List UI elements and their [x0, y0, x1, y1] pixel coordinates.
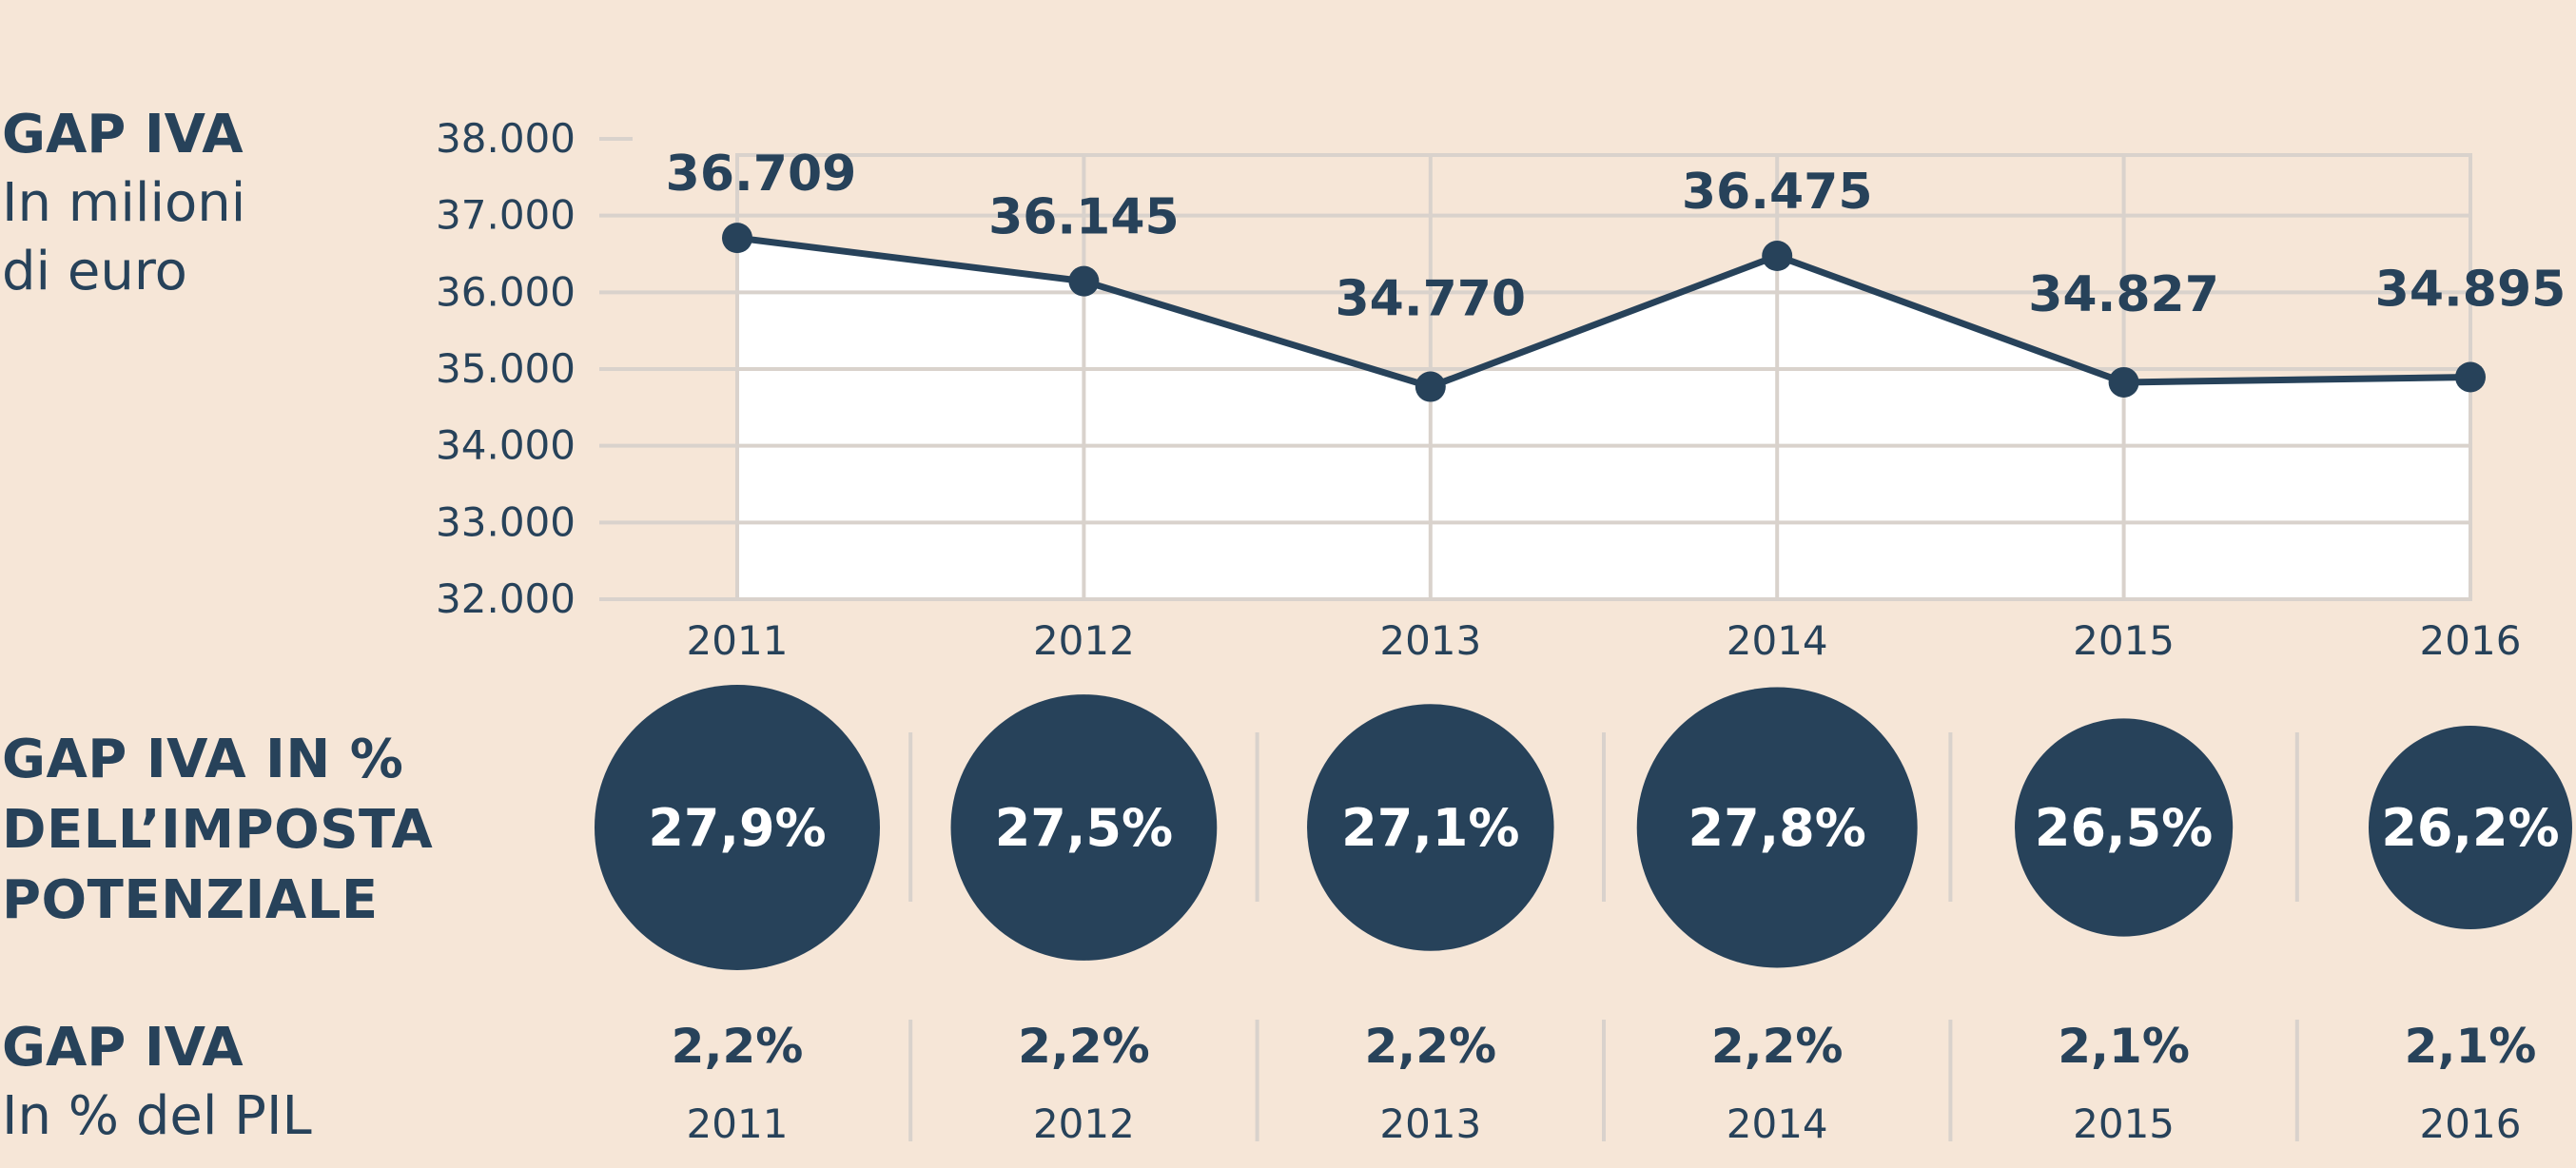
- y-tick-label: 32.000: [436, 575, 576, 622]
- area-fill: [737, 238, 2470, 599]
- data-point: [2455, 361, 2486, 393]
- pil-value: 2,2%: [672, 1019, 804, 1074]
- bubble: [595, 685, 880, 970]
- pil-year-label: 2015: [2073, 1100, 2175, 1147]
- pil-title-block: GAP IVA In % del PIL: [2, 1014, 312, 1151]
- x-tick-label: 2016: [2420, 617, 2522, 664]
- x-tick-label: 2014: [1727, 617, 1828, 664]
- bubble-label: 26,5%: [2035, 798, 2213, 858]
- pct-title-line-2: DELL’IMPOSTA: [2, 799, 434, 861]
- data-point: [722, 223, 752, 254]
- y-tick-label: 36.000: [436, 268, 576, 315]
- data-point: [1068, 265, 1100, 297]
- pct-title-block: GAP IVA IN % DELL’IMPOSTA POTENZIALE: [2, 725, 433, 936]
- pil-year-label: 2011: [687, 1100, 789, 1147]
- y-tick-label: 33.000: [436, 498, 576, 545]
- data-label: 36.709: [666, 146, 857, 203]
- bubble: [2015, 718, 2234, 937]
- pct-title-line-1: GAP IVA IN %: [2, 729, 404, 790]
- line-chart: 38.000 37.000 36.000 35.000 34.000 33.000 32.0…: [436, 115, 2566, 664]
- bubble-label: 26,2%: [2381, 798, 2559, 858]
- chart-title: GAP IVA: [2, 104, 244, 165]
- pil-row: 2,2% 2011 2,2% 2012 2,2% 2013 2,2% 2014 2,1% 2015…: [672, 1019, 2537, 1147]
- bubble: [2369, 726, 2572, 929]
- bubble: [1636, 687, 1918, 968]
- y-tick-label: 37.000: [436, 192, 576, 239]
- x-tick-label: 2011: [687, 617, 789, 664]
- chart-subtitle-line-1: In milioni: [2, 172, 246, 234]
- pil-title: GAP IVA: [2, 1017, 244, 1079]
- bubble-label: 27,8%: [1688, 798, 1866, 858]
- chart-title-block: GAP IVA In milioni di euro: [2, 101, 245, 306]
- y-tick-label: 38.000: [436, 115, 576, 162]
- data-label: 34.770: [1335, 271, 1526, 328]
- y-tick-label: 35.000: [436, 345, 576, 392]
- chart-subtitle-line-2: di euro: [2, 241, 187, 302]
- pil-value: 2,2%: [1018, 1019, 1150, 1074]
- pil-value: 2,1%: [2058, 1019, 2190, 1074]
- x-tick-label: 2013: [1379, 617, 1481, 664]
- bubble-label: 27,5%: [995, 798, 1173, 858]
- pil-value: 2,2%: [1364, 1019, 1496, 1074]
- bubble-label: 27,1%: [1341, 798, 1519, 858]
- pil-year-label: 2014: [1727, 1100, 1828, 1147]
- pil-value: 2,2%: [1711, 1019, 1844, 1074]
- x-tick-label: 2012: [1033, 617, 1135, 664]
- pil-subtitle: In % del PIL: [2, 1085, 312, 1147]
- data-label: 34.895: [2375, 261, 2566, 318]
- data-point: [1762, 241, 1793, 272]
- bubble: [1307, 704, 1554, 951]
- bubble: [950, 694, 1218, 961]
- data-label: 34.827: [2028, 266, 2219, 323]
- pil-value: 2,1%: [2405, 1019, 2537, 1074]
- data-label: 36.475: [1682, 164, 1873, 221]
- data-label: 36.145: [988, 189, 1180, 246]
- pct-title-line-3: POTENZIALE: [2, 869, 379, 931]
- bubble-label: 27,9%: [648, 798, 826, 858]
- series-line: [736, 234, 2471, 391]
- x-tick-label: 2015: [2073, 617, 2175, 664]
- pil-year-label: 2016: [2420, 1100, 2522, 1147]
- pil-year-label: 2012: [1033, 1100, 1135, 1147]
- bubble-row: 27,9% 27,5% 27,1% 27,8% 26,5% 26,2%: [595, 685, 2572, 970]
- y-tick-label: 34.000: [436, 422, 576, 469]
- data-point: [1415, 371, 1446, 402]
- data-point: [2108, 366, 2139, 398]
- pil-year-label: 2013: [1379, 1100, 1481, 1147]
